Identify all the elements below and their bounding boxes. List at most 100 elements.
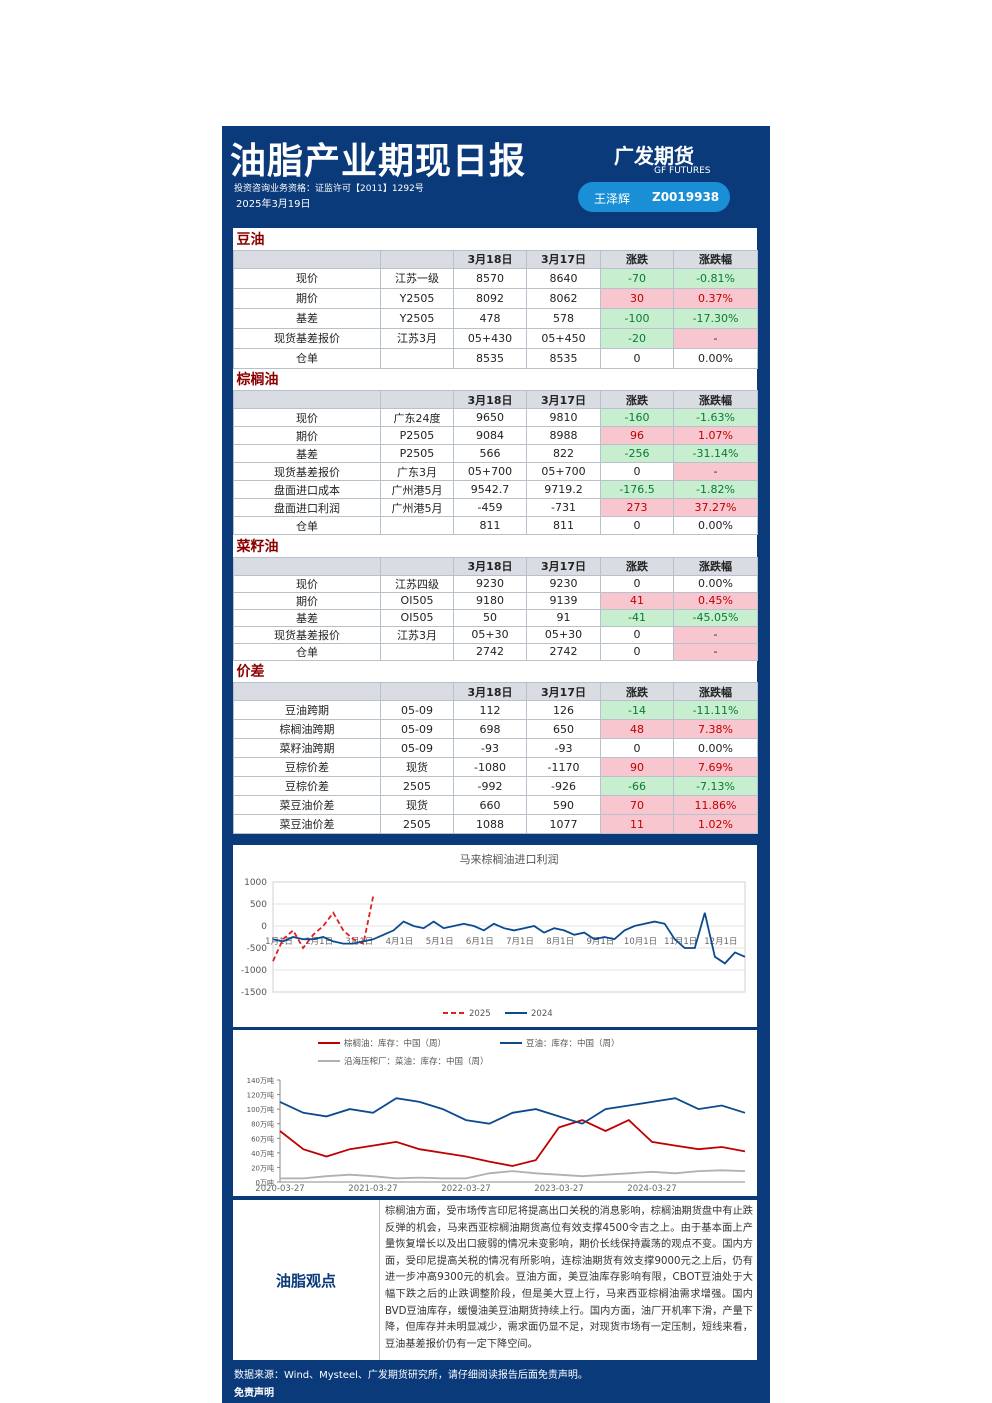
x-tick-label: 2023-03-27	[534, 1184, 583, 1194]
x-tick-label: 2024-03-27	[627, 1184, 676, 1194]
row-label: 盘面进口利润	[233, 498, 381, 517]
cell-value: -	[673, 642, 758, 661]
blank-cell	[380, 249, 454, 269]
cell-value: 9650	[453, 408, 527, 427]
y-tick-label: -1000	[241, 966, 267, 976]
cell-value: 37.27%	[673, 498, 758, 517]
cell-value: -731	[526, 498, 601, 517]
contract	[380, 516, 454, 535]
report-title: 油脂产业期现日报	[230, 140, 527, 182]
row-label: 菜籽油跨期	[233, 738, 381, 758]
x-tick-label: 4月1日	[386, 937, 414, 947]
data-row: 棕榈油跨期 05-09 698 650 48 7.38%	[233, 719, 759, 739]
column-header: 涨跌幅	[673, 556, 758, 576]
cell-value: -1080	[453, 757, 527, 777]
opinion-label: 油脂观点	[233, 1200, 380, 1360]
cell-value: -160	[600, 408, 674, 427]
x-tick-label: 11月1日	[664, 937, 697, 947]
cell-value: 05+30	[526, 625, 601, 644]
cell-value: 0.00%	[673, 574, 758, 593]
cell-value: 698	[453, 719, 527, 739]
contract: OI505	[380, 608, 454, 627]
cell-value: -0.81%	[672, 267, 759, 289]
cell-value: 126	[526, 700, 601, 720]
contract	[380, 642, 454, 661]
cell-value: 7.38%	[672, 719, 759, 739]
data-row: 现货基差报价 江苏3月 05+30 05+30 0-	[233, 625, 758, 644]
cell-value: 8092	[453, 287, 527, 309]
opinion-text: 棕榈油方面，受市场传言印尼将提高出口关税的消息影响，棕榈油期货盘中有止跌反弹的机…	[385, 1206, 753, 1350]
tables: 豆油 3月18日 3月17日 涨跌 涨跌幅 现价 江苏一级 8570 8640 -70 -0.81%…	[233, 228, 759, 834]
cell-value: -256	[600, 444, 674, 463]
x-tick-label: 6月1日	[466, 937, 494, 947]
cell-value: 50	[453, 608, 527, 627]
section-table: 棕榈油 3月18日 3月17日 涨跌 涨跌幅 现价 广东24度 9650 9810 -160 -1.…	[233, 369, 758, 535]
row-label: 期价	[233, 591, 381, 610]
cell-value: 70	[600, 795, 674, 815]
cell-value: 1.07%	[673, 426, 758, 445]
cell-value: 0.45%	[673, 591, 758, 610]
data-source: 数据来源：Wind、Mysteel、广发期货研究所，请仔细阅读报告后面免责声明。	[234, 1370, 588, 1381]
legend-label: 2025	[469, 1009, 491, 1019]
cell-value: -31.14%	[673, 444, 758, 463]
x-tick-label: 2020-03-27	[255, 1184, 304, 1194]
contract: 广东3月	[380, 462, 454, 481]
x-tick-label: 7月1日	[506, 937, 534, 947]
row-label: 仓单	[233, 642, 381, 661]
analyst: 王泽辉	[594, 192, 631, 206]
cell-value: 811	[526, 516, 601, 535]
cell-value: 590	[526, 795, 601, 815]
data-row: 期价 P2505 9084 8988 96 1.07%	[233, 426, 758, 445]
blank-cell	[380, 682, 454, 701]
data-row: 仓单 811 811 0 0.00%	[233, 516, 758, 535]
disclaimer: 免责声明	[234, 1388, 274, 1399]
plot-frame	[272, 881, 746, 993]
x-tick-label: 2月1日	[305, 937, 333, 947]
cell-value: -93	[526, 738, 601, 758]
cell-value: -	[673, 462, 758, 481]
y-tick-label: 120万吨	[247, 1091, 274, 1100]
logo: 广发期货	[614, 144, 694, 168]
cell-value: -41	[600, 608, 674, 627]
data-row: 现货基差报价 江苏3月 05+430 05+450 -20-	[233, 327, 759, 349]
header-row: 3月18日 3月17日 涨跌 涨跌幅	[233, 390, 758, 409]
header-row: 3月18日 3月17日 涨跌 涨跌幅	[233, 682, 759, 701]
cell-value: 566	[453, 444, 527, 463]
row-label: 仓单	[233, 516, 381, 535]
data-row: 豆油跨期 05-09 112 126 -14 -11.11%	[233, 700, 759, 720]
cell-value: 0	[600, 738, 674, 758]
cell-value: -20	[600, 327, 674, 349]
y-tick-label: 140万吨	[247, 1076, 274, 1085]
cell-value: 0.37%	[672, 287, 759, 309]
cell-value: 9542.7	[453, 480, 527, 499]
blank-cell	[233, 556, 381, 576]
contract: P2505	[380, 444, 454, 463]
cell-value: 9139	[526, 591, 601, 610]
cell-value: 0	[600, 516, 674, 535]
chart-stock: 0万吨 20万吨 40万吨 60万吨 80万吨 100万吨 120万吨 140万吨 2020-0…	[233, 1030, 757, 1196]
row-label: 现价	[233, 267, 381, 289]
data-row: 盘面进口利润 广州港5月 -459 -731 273 37.27%	[233, 498, 758, 517]
column-header: 3月17日	[526, 682, 601, 701]
row-label: 豆油跨期	[233, 700, 381, 720]
report-date: 2025年3月19日	[236, 199, 311, 210]
legend-label: 豆油：库存：中国（周）	[526, 1038, 620, 1049]
license: 投资咨询业务资格：证监许可【2011】1292号	[234, 184, 424, 194]
section-title: 棕榈油	[236, 372, 279, 389]
row-label: 现货基差报价	[233, 327, 381, 349]
cell-value: -459	[453, 498, 527, 517]
row-label: 现价	[233, 574, 381, 593]
cell-value: 9230	[526, 574, 601, 593]
contract: 现货	[380, 757, 454, 777]
cell-value: 9810	[526, 408, 601, 427]
cell-value: 1088	[453, 814, 527, 834]
blank-cell	[233, 249, 381, 269]
section-title-row: 棕榈油	[234, 369, 758, 391]
blank-cell	[380, 556, 454, 576]
row-label: 菜豆油价差	[233, 814, 381, 834]
cell-value: 11.86%	[672, 795, 759, 815]
column-header: 涨跌	[600, 249, 674, 269]
section-title: 豆油	[236, 231, 265, 248]
cell-value: 9230	[453, 574, 527, 593]
cell-value: -1.63%	[673, 408, 758, 427]
